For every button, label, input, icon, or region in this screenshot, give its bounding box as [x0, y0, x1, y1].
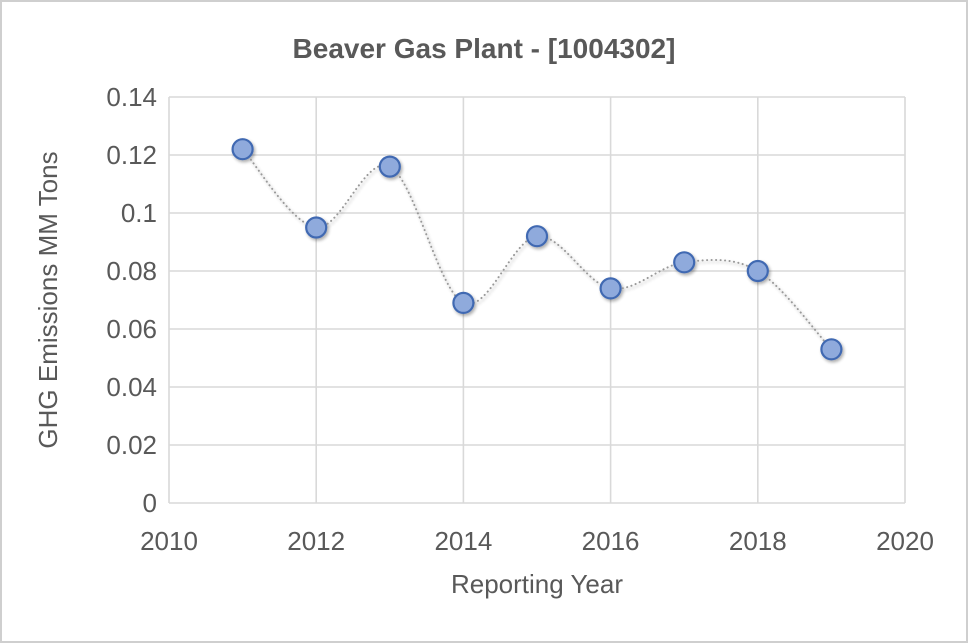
data-point	[378, 155, 401, 178]
data-point	[231, 138, 254, 161]
x-tick-label: 2012	[287, 526, 345, 556]
x-tick-label: 2018	[729, 526, 787, 556]
data-point	[746, 259, 769, 283]
x-tick-label: 2016	[582, 526, 640, 556]
y-axis-title: GHG Emissions MM Tons	[33, 151, 63, 448]
x-tick-label: 2020	[876, 526, 934, 556]
y-tick-label: 0.02	[106, 430, 157, 460]
y-tick-label: 0	[143, 488, 157, 518]
y-axis-tick-labels: 0 0.02 0.04 0.06 0.08 0.1 0.12 0.14	[106, 82, 157, 518]
data-points	[231, 138, 843, 361]
x-axis-tick-labels: 2010 2012 2014 2016 2018 2020	[140, 526, 934, 556]
chart-title: Beaver Gas Plant - [1004302]	[293, 33, 676, 64]
series-connector-line	[241, 148, 833, 351]
gridlines	[168, 96, 906, 504]
data-point	[525, 225, 549, 248]
y-tick-label: 0.14	[106, 82, 157, 112]
y-tick-label: 0.12	[106, 140, 157, 170]
x-axis-title: Reporting Year	[451, 569, 623, 599]
y-tick-label: 0.06	[106, 314, 157, 344]
x-tick-label: 2010	[140, 526, 198, 556]
data-point	[599, 277, 622, 300]
y-tick-label: 0.08	[106, 256, 157, 286]
data-point	[673, 251, 696, 274]
x-tick-label: 2014	[434, 526, 492, 556]
data-point	[452, 291, 475, 314]
data-point	[820, 338, 843, 361]
y-tick-label: 0.1	[121, 198, 157, 228]
y-tick-label: 0.04	[106, 372, 157, 402]
data-series	[231, 138, 843, 361]
data-point	[305, 216, 328, 239]
